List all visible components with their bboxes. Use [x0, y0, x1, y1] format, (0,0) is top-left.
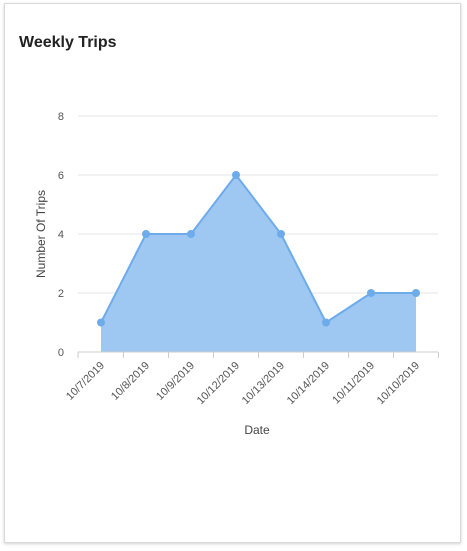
series-line	[100, 173, 416, 324]
y-tick-label: 8	[58, 111, 64, 123]
y-axis-title: Number Of Trips	[34, 190, 48, 278]
data-point[interactable]	[232, 171, 240, 179]
x-tick-label: 10/8/2019	[109, 360, 152, 403]
x-axis	[77, 351, 439, 358]
x-tick-labels: 10/7/2019 10/8/2019 10/9/201910/12/201910/…	[64, 360, 422, 407]
data-points	[97, 171, 420, 327]
data-point[interactable]	[322, 318, 330, 327]
y-tick-labels: 0 2 4 6 8	[58, 111, 64, 359]
data-point[interactable]	[277, 230, 285, 238]
data-point[interactable]	[187, 230, 195, 238]
y-tick-label: 4	[58, 229, 64, 241]
x-tick-label: 10/9/2019	[154, 360, 197, 403]
data-point[interactable]	[97, 318, 105, 327]
x-tick-label: 10/10/2019	[375, 360, 422, 407]
y-tick-label: 2	[58, 288, 64, 300]
x-tick-label: 10/14/2019	[285, 360, 332, 407]
x-tick-label: 10/11/2019	[330, 360, 377, 407]
x-tick-label: 10/12/2019	[195, 360, 242, 407]
data-point[interactable]	[367, 289, 375, 297]
area-series	[100, 173, 416, 352]
x-axis-title: Date	[244, 423, 270, 437]
y-tick-label: 6	[58, 170, 64, 182]
card-title: Weekly Trips	[19, 34, 117, 51]
data-point[interactable]	[412, 289, 420, 297]
data-point[interactable]	[142, 230, 150, 238]
area-fill	[101, 175, 416, 352]
y-tick-label: 0	[58, 347, 64, 359]
x-tick-label: 10/7/2019	[64, 360, 107, 403]
x-tick-label: 10/13/2019	[240, 360, 287, 407]
